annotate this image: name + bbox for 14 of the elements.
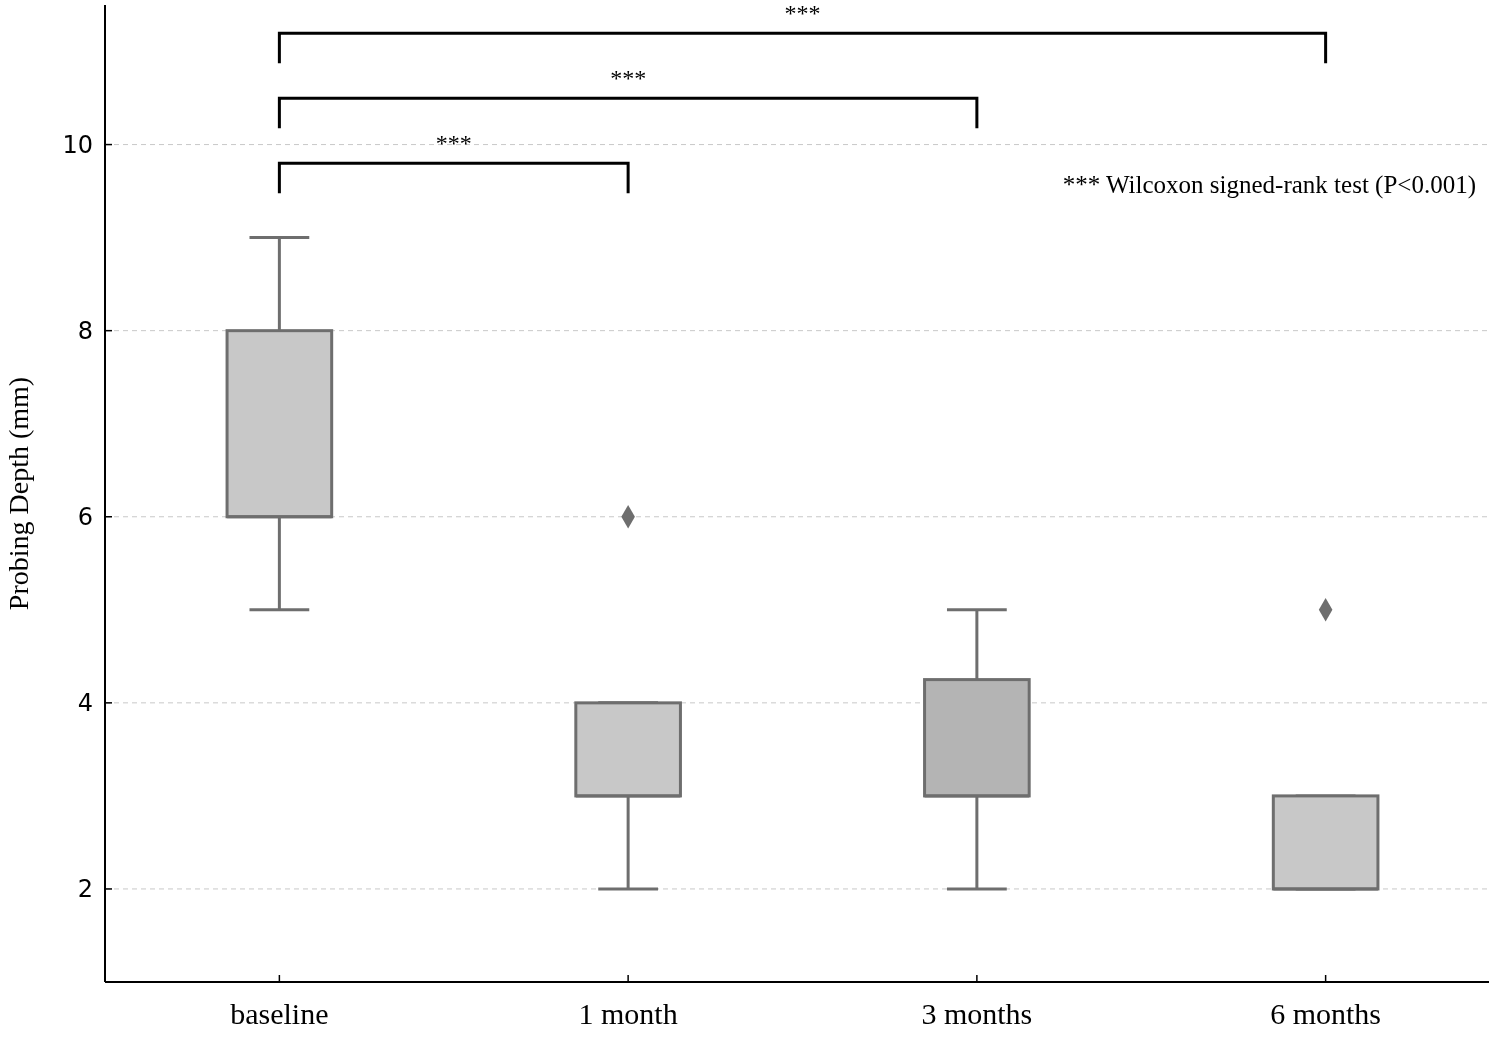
x-tick-label: 6 months [1270,997,1382,1030]
y-tick-label: 6 [77,503,93,532]
x-tick-label: 3 months [921,997,1033,1030]
y-tick-label: 10 [62,130,93,159]
annotation: *** [435,130,472,157]
x-tick-label: baseline [230,997,329,1030]
x-tick-label: 1 month [578,997,678,1030]
y-tick-label: 2 [77,875,93,904]
y-tick-label: 8 [77,317,93,346]
annotation: *** Wilcoxon signed-rank test (P<0.001) [1062,171,1476,199]
y-tick-label: 4 [77,689,93,718]
annotation: *** [784,0,821,27]
y-axis-title: Probing Depth (mm) [3,376,34,611]
annotation: *** [610,65,647,92]
